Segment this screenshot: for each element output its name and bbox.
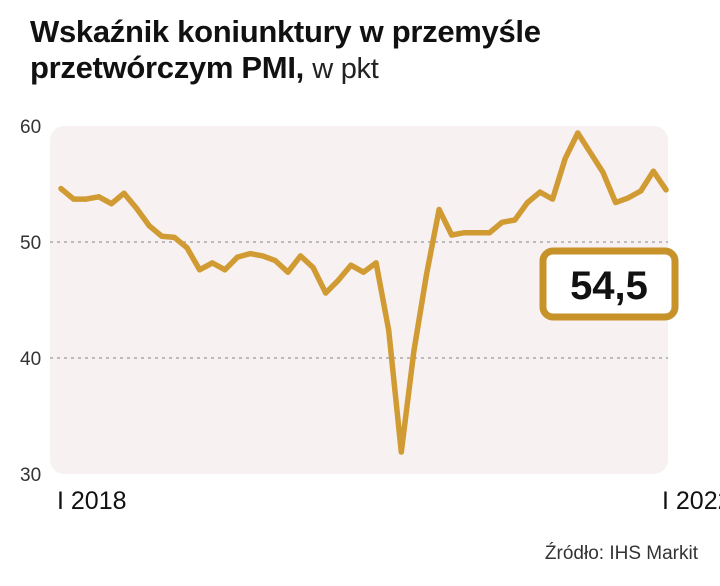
data-point [373,260,379,266]
data-point [209,260,215,266]
data-point [650,168,656,174]
data-point [159,233,165,239]
y-tick-label: 30 [20,465,41,486]
source-note: Źródło: IHS Markit [544,543,698,564]
data-point [398,449,404,455]
data-points [58,130,669,455]
data-point [285,269,291,275]
data-point [222,267,228,273]
data-point [184,245,190,251]
data-point [83,196,89,202]
x-axis-ticks: I 2018 I 2022 [57,487,720,515]
data-point [600,169,606,175]
data-point [297,253,304,259]
data-point [335,277,341,283]
data-point [587,150,593,156]
data-point [436,206,442,213]
data-point [461,230,467,236]
y-tick-label: 40 [20,349,41,370]
data-point [108,201,115,207]
grid-lines [50,241,668,359]
data-point [310,264,316,271]
y-tick-label: 50 [20,233,41,254]
value-callout-label: 54,5 [570,264,648,308]
data-point [121,190,127,196]
data-point [323,290,329,296]
data-point [247,251,253,257]
data-point [58,186,64,192]
plot-background [50,126,668,474]
data-point [234,254,241,260]
data-point [171,234,178,240]
data-point [575,130,581,136]
chart-title-line1: Wskaźnik koniunktury w przemyśle [30,14,541,49]
data-point [260,253,266,259]
data-point [134,205,140,211]
data-point [562,155,568,162]
data-point [71,196,77,202]
data-point [625,195,631,201]
data-point [612,199,619,206]
chart-unit-label: w pkt [312,53,379,85]
data-point [96,194,102,200]
data-point [537,189,543,195]
data-point [638,188,644,194]
y-axis-ticks: 30 40 50 60 [20,117,41,486]
data-point [272,257,278,264]
data-point [197,267,203,273]
data-point [663,187,669,193]
data-point [423,271,430,278]
data-point [348,262,354,268]
data-point [360,269,367,275]
chart-title: Wskaźnik koniunktury w przemyśle przetwó… [30,14,710,87]
chart-title-line2: przetwórczym PMI, [30,50,304,85]
y-tick-label: 60 [20,117,41,138]
data-point [524,199,530,206]
data-point [512,217,518,223]
data-point [411,348,417,354]
data-point [386,327,392,333]
data-point [549,196,556,202]
x-tick-label: I 2018 [57,487,127,515]
data-point [474,230,480,236]
value-callout-box [539,247,679,321]
value-callout: 54,5 [539,247,679,321]
data-point [449,232,455,238]
x-tick-label: I 2022 [662,487,720,515]
data-point [146,223,152,229]
data-point [486,230,493,236]
data-point [499,219,505,225]
